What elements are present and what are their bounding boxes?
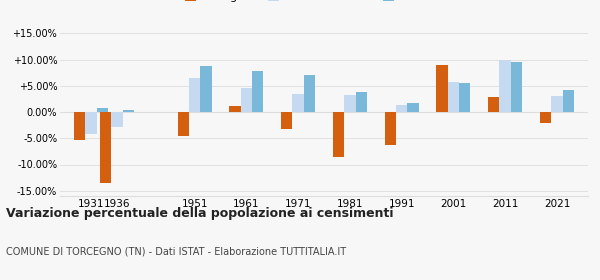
Bar: [407, 102, 419, 112]
Bar: [563, 90, 574, 112]
Bar: [333, 112, 344, 157]
Bar: [499, 60, 511, 112]
Bar: [344, 95, 356, 112]
Text: Variazione percentuale della popolazione ai censimenti: Variazione percentuale della popolazione…: [6, 207, 394, 220]
Bar: [178, 112, 189, 136]
Bar: [97, 108, 108, 112]
Bar: [85, 112, 97, 134]
Bar: [459, 83, 470, 112]
Bar: [200, 66, 212, 112]
Bar: [488, 97, 499, 112]
Text: COMUNE DI TORCEGNO (TN) - Dati ISTAT - Elaborazione TUTTITALIA.IT: COMUNE DI TORCEGNO (TN) - Dati ISTAT - E…: [6, 246, 346, 256]
Bar: [229, 106, 241, 112]
Bar: [252, 71, 263, 112]
Bar: [356, 92, 367, 112]
Bar: [448, 81, 459, 112]
Bar: [551, 96, 563, 112]
Bar: [74, 112, 85, 140]
Bar: [100, 112, 111, 183]
Bar: [540, 112, 551, 123]
Bar: [189, 78, 200, 112]
Bar: [281, 112, 292, 129]
Bar: [396, 105, 407, 112]
Bar: [292, 94, 304, 112]
Bar: [241, 88, 252, 112]
Bar: [436, 65, 448, 112]
Bar: [511, 62, 522, 112]
Bar: [385, 112, 396, 144]
Bar: [122, 110, 134, 112]
Bar: [304, 75, 315, 112]
Bar: [111, 112, 122, 127]
Legend: Torcegno, Provincia di TN, Trentino-AA: Torcegno, Provincia di TN, Trentino-AA: [181, 0, 467, 6]
